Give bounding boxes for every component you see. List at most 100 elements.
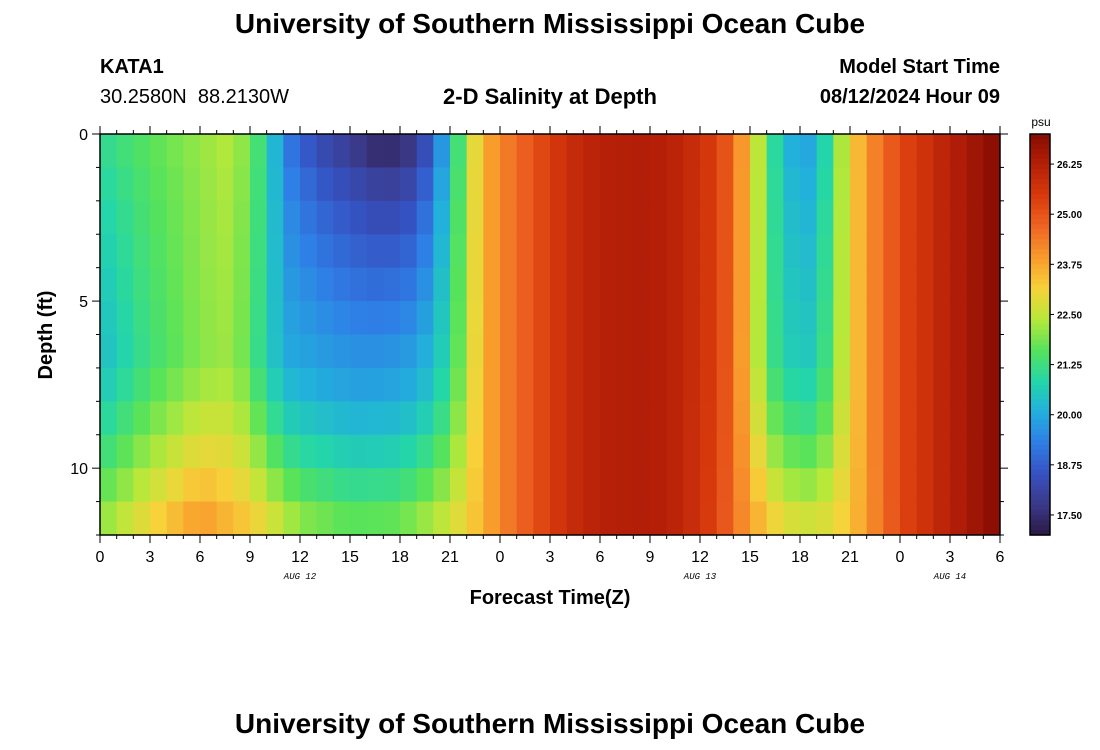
heatmap-cell (683, 167, 701, 202)
heatmap-cell (616, 234, 634, 269)
heatmap-cell (200, 367, 218, 402)
heatmap-cell (200, 267, 218, 302)
colorbar-step (1030, 224, 1050, 230)
heatmap-cell (800, 267, 818, 302)
heatmap-cell (816, 434, 834, 469)
heatmap-cell (366, 267, 384, 302)
heatmap-cell (316, 501, 334, 535)
heatmap-cell (200, 134, 218, 169)
station-name: KATA1 (100, 56, 164, 78)
heatmap-cell (883, 167, 901, 202)
heatmap-cell (300, 234, 318, 269)
heatmap-cell (316, 434, 334, 469)
heatmap-cell (550, 267, 568, 302)
heatmap-cell (150, 367, 168, 402)
colorbar-step (1030, 159, 1050, 165)
heatmap-cell (566, 234, 584, 269)
heatmap-cell (800, 134, 818, 169)
heatmap-cell (300, 334, 318, 369)
heatmap-cell (866, 401, 884, 436)
colorbar-step (1030, 239, 1050, 245)
heatmap-cell (616, 267, 634, 302)
heatmap-cell (616, 434, 634, 469)
colorbar-step (1030, 284, 1050, 290)
heatmap-cell (450, 167, 468, 202)
heatmap-cell (666, 501, 684, 535)
heatmap-cell (683, 301, 701, 336)
heatmap-cell (416, 401, 434, 436)
heatmap-cell (233, 434, 251, 469)
heatmap-cell (600, 501, 618, 535)
colorbar-step (1030, 199, 1050, 205)
heatmap-cell (433, 134, 451, 169)
heatmap-cell (700, 501, 718, 535)
heatmap-cell (550, 367, 568, 402)
heatmap-cell (800, 501, 818, 535)
heatmap-cell (700, 134, 718, 169)
heatmap-cell (183, 434, 201, 469)
heatmap-cell (366, 234, 384, 269)
heatmap-cell (250, 434, 268, 469)
heatmap-cell (883, 367, 901, 402)
heatmap-cell (533, 434, 551, 469)
heatmap-cell (816, 501, 834, 535)
heatmap-cell (866, 167, 884, 202)
heatmap-cell (816, 200, 834, 235)
heatmap-cell (333, 301, 351, 336)
colorbar-unit: psu (1031, 115, 1050, 129)
heatmap-cell (633, 367, 651, 402)
heatmap-cell (466, 434, 484, 469)
heatmap-cell (483, 468, 501, 503)
heatmap-cell (483, 234, 501, 269)
heatmap-cell (583, 367, 601, 402)
heatmap-cell (766, 234, 784, 269)
heatmap-cell (216, 301, 234, 336)
heatmap-cell (633, 334, 651, 369)
heatmap-cell (683, 468, 701, 503)
heatmap-cell (900, 234, 918, 269)
colorbar-step (1030, 429, 1050, 436)
heatmap-cell (783, 434, 801, 469)
heatmap-cell (516, 434, 534, 469)
heatmap-cell (816, 134, 834, 169)
colorbar-step (1030, 259, 1050, 265)
heatmap-cell (333, 234, 351, 269)
colorbar-step (1030, 339, 1050, 346)
heatmap-cell (833, 134, 851, 169)
heatmap-cell (983, 234, 1000, 269)
heatmap-cell (283, 167, 301, 202)
heatmap-cell (450, 134, 468, 169)
heatmap-cell (266, 468, 284, 503)
heatmap-cell (950, 434, 968, 469)
heatmap-cell (750, 434, 768, 469)
heatmap-cell (933, 234, 951, 269)
heatmap-cell (483, 167, 501, 202)
heatmap-cell (266, 134, 284, 169)
colorbar-step (1030, 204, 1050, 210)
heatmap-cell (133, 501, 151, 535)
heatmap-cell (350, 167, 368, 202)
colorbar-step (1030, 249, 1050, 255)
heatmap-cell (166, 367, 184, 402)
heatmap-cell (250, 267, 268, 302)
heatmap-cell (933, 301, 951, 336)
heatmap-cell (416, 134, 434, 169)
heatmap-cell (983, 468, 1000, 503)
colorbar-step (1030, 399, 1050, 406)
heatmap-cell (216, 267, 234, 302)
heatmap-cell (216, 134, 234, 169)
heatmap-cell (550, 167, 568, 202)
heatmap-cell (383, 334, 401, 369)
heatmap-cell (166, 134, 184, 169)
heatmap-cell (250, 401, 268, 436)
heatmap-cell (650, 234, 668, 269)
heatmap-cell (950, 167, 968, 202)
heatmap-cell (116, 501, 134, 535)
heatmap-cell (600, 367, 618, 402)
heatmap-cell (950, 267, 968, 302)
heatmap-cell (583, 301, 601, 336)
heatmap-cell (916, 401, 934, 436)
colorbar-step (1030, 519, 1050, 526)
heatmap-cell (433, 234, 451, 269)
heatmap-cell (683, 434, 701, 469)
